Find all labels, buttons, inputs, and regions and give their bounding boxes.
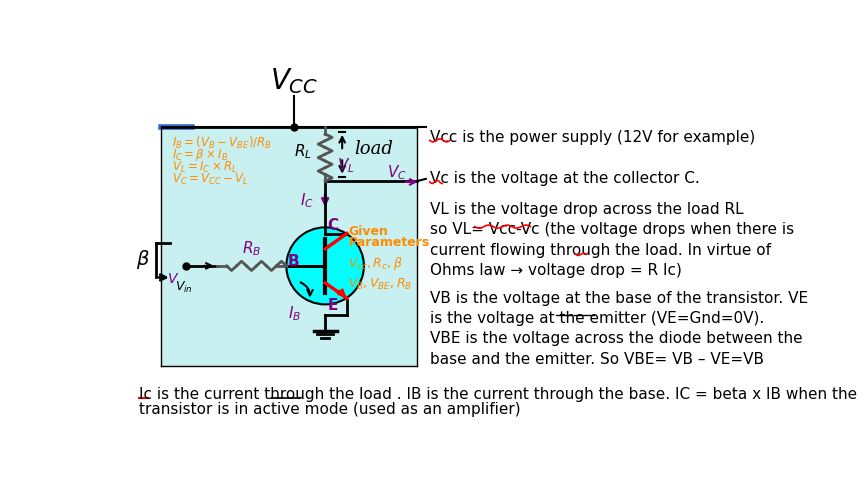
Text: Parameters: Parameters	[349, 236, 430, 249]
Text: Vc is the voltage at the collector C.: Vc is the voltage at the collector C.	[430, 171, 700, 186]
Text: $V_C = V_{CC} - V_L$: $V_C = V_{CC} - V_L$	[171, 172, 248, 187]
Text: $R_L$: $R_L$	[294, 142, 312, 161]
Circle shape	[286, 227, 364, 305]
Text: Vcc is the power supply (12V for example): Vcc is the power supply (12V for example…	[430, 129, 755, 145]
Text: C: C	[328, 218, 338, 233]
Text: load: load	[355, 140, 394, 158]
Text: transistor is in active mode (used as an amplifier): transistor is in active mode (used as an…	[139, 402, 521, 417]
Text: $V_{cc}, R_c, \beta$: $V_{cc}, R_c, \beta$	[349, 255, 403, 272]
Text: VB is the voltage at the base of the transistor. VE
is the voltage at the emitte: VB is the voltage at the base of the tra…	[430, 291, 808, 367]
Text: Given: Given	[349, 225, 388, 238]
Bar	[161, 127, 417, 366]
Text: $I_B$: $I_B$	[287, 305, 301, 323]
Text: $I_C$: $I_C$	[299, 191, 313, 210]
Text: $V_C$: $V_C$	[388, 163, 407, 182]
Text: $I_C = \beta \times I_B$: $I_C = \beta \times I_B$	[171, 147, 228, 163]
Text: VL is the voltage drop across the load RL
so VL= Vcc-Vc (the voltage drops when : VL is the voltage drop across the load R…	[430, 202, 794, 278]
Text: $V_{in}$: $V_{in}$	[175, 280, 193, 295]
Text: $V_{CC}$: $V_{CC}$	[270, 66, 318, 97]
Text: E: E	[328, 298, 338, 313]
Text: $V_L = I_C \times R_L$: $V_L = I_C \times R_L$	[171, 160, 237, 175]
Text: $\beta$: $\beta$	[136, 248, 150, 271]
Text: $I_B = (V_B - V_{BE})/R_B$: $I_B = (V_B - V_{BE})/R_B$	[171, 135, 272, 151]
Text: $R_B$: $R_B$	[242, 240, 261, 258]
Text: $V_L$: $V_L$	[336, 156, 355, 175]
Text: Ic is the current through the load . IB is the current through the base. IC = be: Ic is the current through the load . IB …	[139, 387, 857, 402]
Text: B: B	[288, 254, 299, 269]
Text: $V$: $V$	[167, 272, 179, 286]
Text: $V_B, V_{BE}, R_B$: $V_B, V_{BE}, R_B$	[349, 277, 413, 292]
